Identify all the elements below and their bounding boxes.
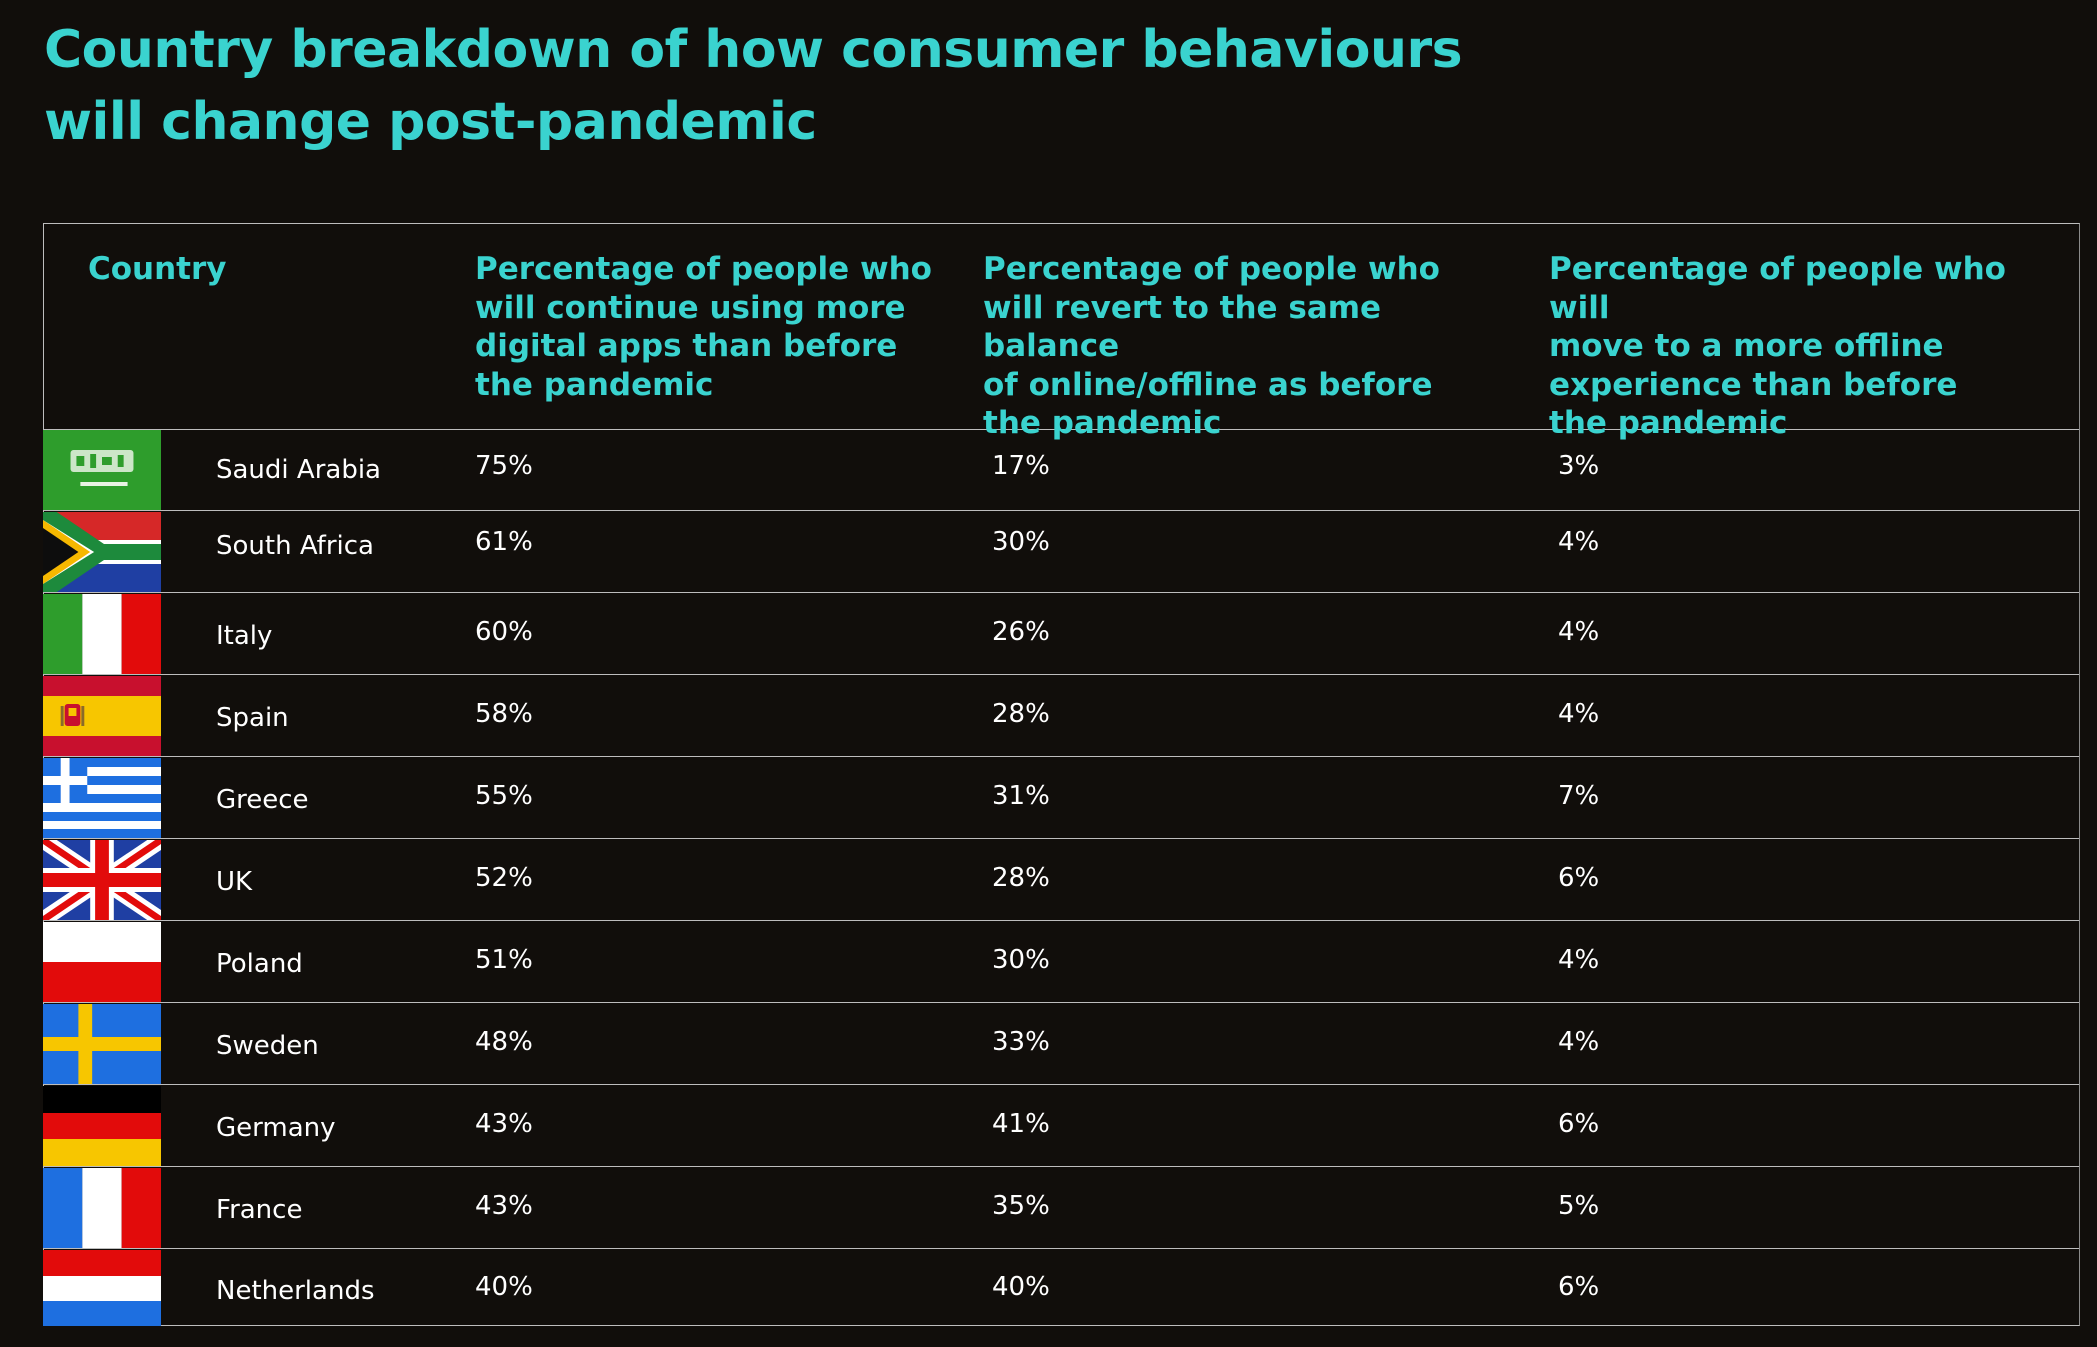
value-more-offline: 6% [1558,1109,1600,1139]
value-more-offline: 6% [1558,863,1600,893]
value-same-balance: 33% [992,1027,1050,1057]
table-row: Germany 43% 41% 6% [43,1086,2079,1167]
value-more-digital: 52% [475,863,533,893]
table-row: UK 52% 28% 6% [43,840,2079,921]
germany-flag-icon [43,1086,161,1166]
country-name: Spain [216,703,289,733]
value-more-digital: 55% [475,781,533,811]
column-header-country: Country [88,251,227,287]
value-more-offline: 5% [1558,1191,1600,1221]
table-header-row: Country Percentage of people who will co… [44,224,2079,441]
value-more-digital: 51% [475,945,533,975]
value-more-offline: 4% [1558,1027,1600,1057]
value-more-digital: 40% [475,1272,533,1302]
france-flag-icon [43,1168,161,1248]
value-same-balance: 31% [992,781,1050,811]
value-more-digital: 58% [475,699,533,729]
country-name: Sweden [216,1031,319,1061]
value-same-balance: 28% [992,699,1050,729]
south-africa-flag-icon [43,512,161,592]
value-more-offline: 7% [1558,781,1600,811]
value-more-digital: 48% [475,1027,533,1057]
value-more-offline: 4% [1558,945,1600,975]
value-same-balance: 41% [992,1109,1050,1139]
value-more-digital: 61% [475,527,533,557]
country-name: Poland [216,949,303,979]
poland-flag-icon [43,922,161,1002]
value-more-digital: 43% [475,1109,533,1139]
value-same-balance: 30% [992,527,1050,557]
table-row: Poland 51% 30% 4% [43,922,2079,1003]
saudi-arabia-flag-icon [43,430,161,510]
netherlands-flag-icon [43,1250,161,1326]
country-name: Greece [216,785,309,815]
value-more-offline: 4% [1558,527,1600,557]
table-row: Netherlands 40% 40% 6% [43,1250,2079,1326]
country-name: Italy [216,621,273,651]
value-more-offline: 6% [1558,1272,1600,1302]
column-header-same-balance: Percentage of people who will revert to … [983,251,1440,441]
value-same-balance: 40% [992,1272,1050,1302]
sweden-flag-icon [43,1004,161,1084]
country-name: UK [216,867,253,897]
country-name: South Africa [216,531,374,561]
table-row: France 43% 35% 5% [43,1168,2079,1249]
value-more-digital: 43% [475,1191,533,1221]
page-title: Country breakdown of how consumer behavi… [44,20,1463,152]
country-name: Saudi Arabia [216,455,381,485]
value-same-balance: 17% [992,451,1050,481]
table-row: Italy 60% 26% 4% [43,594,2079,675]
country-name: Germany [216,1113,336,1143]
table-row: Spain 58% 28% 4% [43,676,2079,757]
uk-flag-icon [43,840,161,920]
table-row: South Africa 61% 30% 4% [43,512,2079,593]
country-name: France [216,1195,303,1225]
value-same-balance: 30% [992,945,1050,975]
value-more-offline: 3% [1558,451,1600,481]
value-same-balance: 26% [992,617,1050,647]
value-more-offline: 4% [1558,617,1600,647]
country-breakdown-table: Country Percentage of people who will co… [43,223,2080,1326]
greece-flag-icon [43,758,161,838]
country-name: Netherlands [216,1276,375,1306]
value-more-offline: 4% [1558,699,1600,729]
spain-flag-icon [43,676,161,756]
table-row: Greece 55% 31% 7% [43,758,2079,839]
value-same-balance: 35% [992,1191,1050,1221]
column-header-more-offline: Percentage of people who will move to a … [1549,251,2006,441]
column-header-more-digital: Percentage of people who will continue u… [475,251,932,403]
value-more-digital: 60% [475,617,533,647]
table-row: Saudi Arabia 75% 17% 3% [43,430,2079,511]
table-row: Sweden 48% 33% 4% [43,1004,2079,1085]
italy-flag-icon [43,594,161,674]
value-same-balance: 28% [992,863,1050,893]
value-more-digital: 75% [475,451,533,481]
